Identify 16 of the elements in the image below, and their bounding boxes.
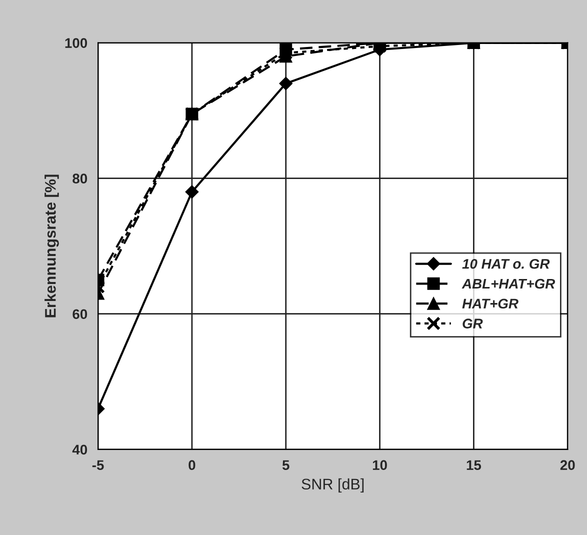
x-tick-label: 10 — [372, 460, 387, 470]
legend-label: ABL+HAT+GR — [462, 278, 556, 289]
y-tick-label: 80 — [72, 174, 88, 184]
y-tick-label: 100 — [65, 38, 88, 48]
legend-label: HAT+GR — [462, 298, 518, 309]
x-tick-label: 15 — [466, 460, 482, 470]
x-tick-label: 20 — [560, 460, 575, 470]
y-axis-title: Erkennungsrate [%] — [44, 174, 59, 318]
y-tick-label: 40 — [72, 444, 88, 455]
legend-label: GR — [462, 318, 483, 328]
x-tick-label: 0 — [188, 460, 196, 470]
x-tick-label: 5 — [282, 460, 290, 470]
legend-label: 10 HAT o. GR — [462, 258, 550, 269]
x-tick-label: -5 — [92, 460, 104, 470]
x-axis-title: SNR [dB] — [302, 478, 364, 493]
y-tick-label: 60 — [72, 309, 88, 320]
